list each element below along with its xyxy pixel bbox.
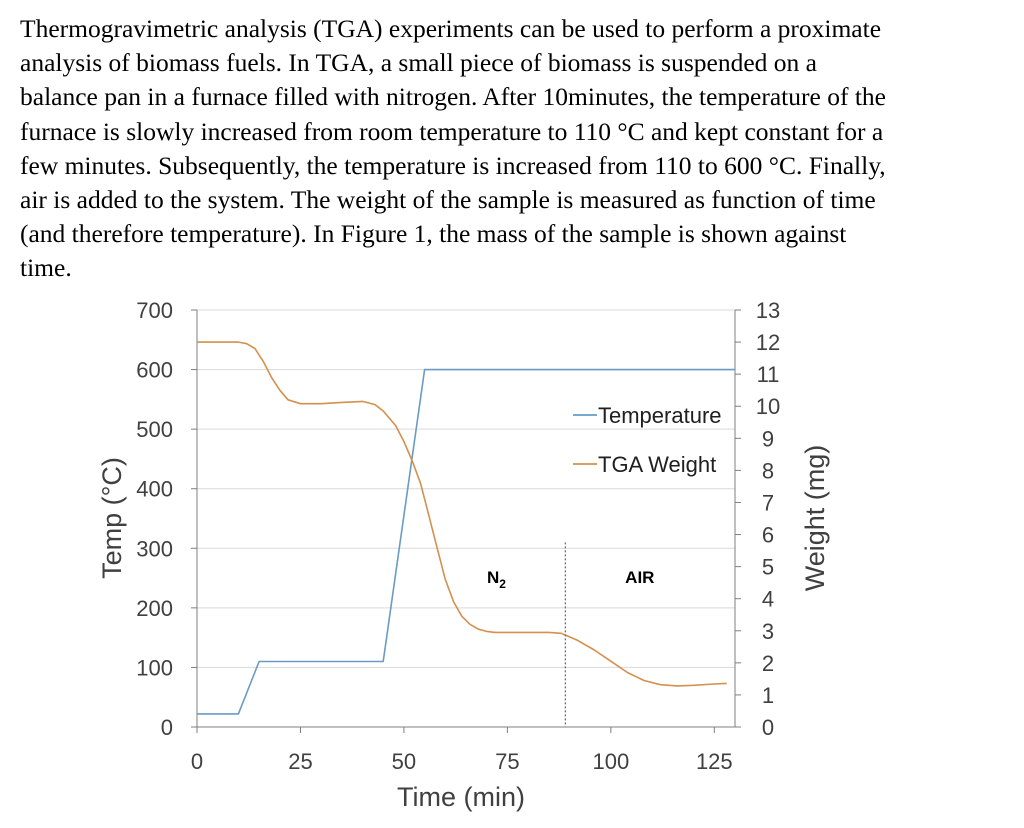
legend-label-temperature: Temperature	[598, 403, 722, 428]
y-tick-label: 100	[136, 655, 173, 680]
y2-tick-label: 13	[756, 298, 780, 323]
y-tick-label: 0	[161, 715, 173, 740]
paragraph-line: balance pan in a furnace filled with nit…	[20, 82, 886, 112]
x-axis-title: Time (min)	[397, 782, 525, 812]
y2-axis-title: Weight (mg)	[800, 445, 830, 592]
paragraph-line: time.	[20, 253, 72, 283]
tga-weight-line	[197, 341, 727, 687]
y2-tick-label: 2	[762, 651, 774, 676]
region-label-n2: N2	[487, 568, 506, 591]
y-tick-label: 700	[136, 298, 173, 323]
y2-tick-label: 7	[762, 490, 774, 515]
y2-tick-label: 9	[762, 426, 774, 451]
y-tick-label: 600	[136, 358, 173, 383]
legend: Temperature TGA Weight	[573, 403, 722, 477]
axes	[191, 309, 741, 733]
x-tick-label: 100	[592, 749, 629, 774]
x-tick-label: 25	[288, 749, 312, 774]
x-tick-label: 75	[495, 749, 519, 774]
region-label-n2-text: N	[487, 568, 499, 587]
paragraph-line: air is added to the system. The weight o…	[20, 185, 876, 215]
y2-tick-label: 12	[756, 330, 780, 355]
y-tick-label: 300	[136, 536, 173, 561]
y2-tick-label: 6	[762, 523, 774, 548]
y-tick-label: 200	[136, 596, 173, 621]
y2-tick-label: 1	[762, 683, 774, 708]
y2-tick-label: 5	[762, 555, 774, 580]
y2-tick-label: 11	[757, 362, 780, 387]
region-label-air: AIR	[625, 568, 654, 587]
y2-tick-label: 3	[762, 619, 774, 644]
y-tick-label: 400	[136, 477, 173, 502]
y2-tick-label: 0	[762, 715, 774, 740]
y2-tick-label: 8	[762, 458, 774, 483]
paragraph-line: analysis of biomass fuels. In TGA, a sma…	[20, 48, 817, 78]
paragraph-line: Thermogravimetric analysis (TGA) experim…	[20, 14, 882, 43]
paragraph-line: few minutes. Subsequently, the temperatu…	[20, 150, 886, 180]
question-paragraph: Thermogravimetric analysis (TGA) experim…	[20, 12, 1010, 286]
region-label-n2-subscript: 2	[499, 577, 506, 591]
y-tick-label: 500	[136, 417, 173, 442]
y2-tick-label: 4	[762, 587, 774, 612]
y-axis-title: Temp (°C)	[97, 457, 127, 579]
x-tick-label: 0	[191, 749, 203, 774]
x-tick-label: 50	[392, 749, 416, 774]
legend-label-weight: TGA Weight	[598, 452, 716, 477]
grid-lines	[197, 309, 735, 668]
x-tick-label: 125	[696, 749, 733, 774]
paragraph-line: furnace is slowly increased from room te…	[20, 116, 884, 146]
series-lines	[197, 341, 735, 715]
temperature-line	[197, 368, 735, 715]
y2-tick-label: 10	[756, 394, 780, 419]
paragraph-line: (and therefore temperature). In Figure 1…	[20, 219, 847, 249]
